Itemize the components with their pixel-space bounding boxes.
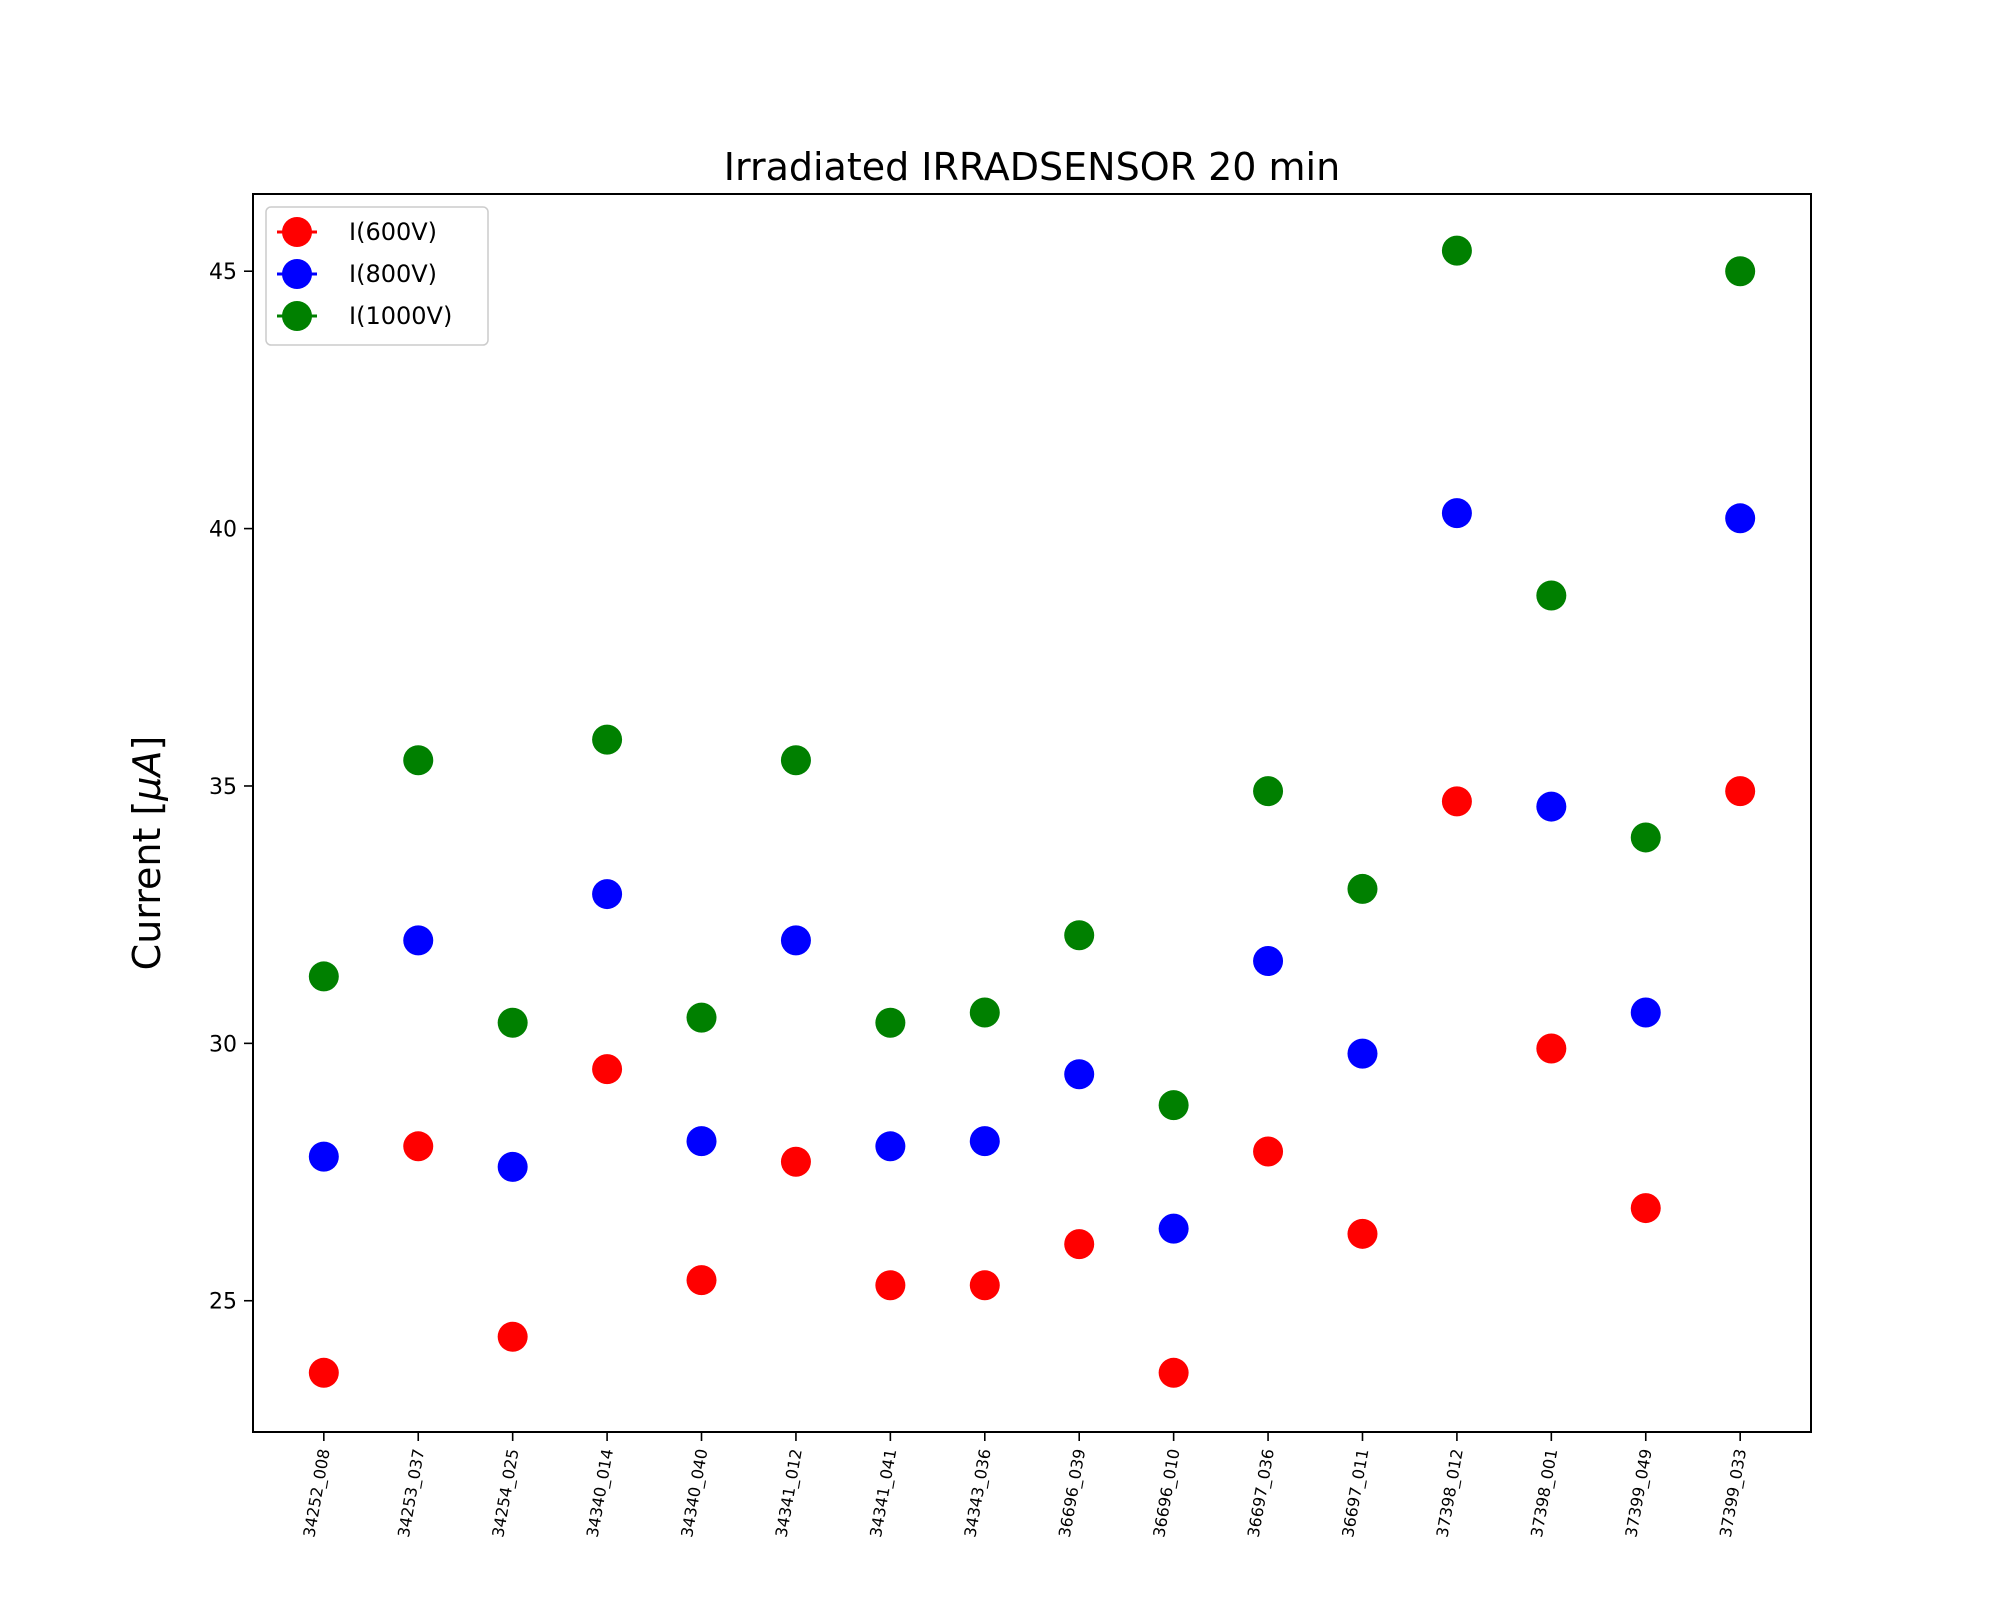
data-point bbox=[403, 925, 434, 956]
x-tick-label: 34252_008 bbox=[300, 1447, 335, 1539]
data-point bbox=[686, 1002, 717, 1033]
data-point bbox=[592, 879, 623, 910]
data-point bbox=[1347, 873, 1378, 904]
data-point bbox=[1158, 1357, 1189, 1388]
x-tick-label: 34341_041 bbox=[866, 1447, 901, 1539]
data-point bbox=[1441, 498, 1472, 529]
y-axis-ticks: 25 30 35 40 45 bbox=[209, 260, 253, 1315]
legend-box bbox=[265, 206, 489, 346]
data-point bbox=[875, 1007, 906, 1038]
y-tick-label: 45 bbox=[209, 260, 237, 285]
y-axis-label-unit: μA bbox=[125, 751, 169, 802]
data-point bbox=[969, 997, 1000, 1028]
data-point bbox=[1253, 945, 1284, 976]
x-tick-label: 34253_037 bbox=[394, 1447, 429, 1539]
data-point bbox=[780, 1146, 811, 1177]
data-point bbox=[497, 1007, 528, 1038]
data-point bbox=[1253, 776, 1284, 807]
data-point bbox=[497, 1151, 528, 1182]
data-point bbox=[1253, 1136, 1284, 1167]
data-point bbox=[497, 1321, 528, 1352]
x-tick-label: 34340_040 bbox=[677, 1447, 712, 1539]
y-tick-label: 35 bbox=[209, 775, 237, 800]
legend-marker bbox=[282, 259, 312, 289]
data-point bbox=[1158, 1090, 1189, 1121]
data-point bbox=[592, 1054, 623, 1085]
data-point bbox=[308, 1357, 339, 1388]
data-point bbox=[1441, 786, 1472, 817]
x-tick-label: 34343_036 bbox=[960, 1447, 995, 1539]
y-axis-label-prefix: Current [ bbox=[125, 801, 169, 971]
data-points-layer bbox=[308, 235, 1756, 1388]
y-axis-label-suffix: ] bbox=[125, 736, 169, 751]
data-point bbox=[1725, 256, 1756, 287]
plot-area-frame bbox=[252, 193, 1812, 1433]
legend-label: I(600V) bbox=[349, 218, 437, 246]
data-point bbox=[686, 1126, 717, 1157]
data-point bbox=[969, 1270, 1000, 1301]
data-point bbox=[1630, 822, 1661, 853]
x-tick-label: 37398_001 bbox=[1527, 1447, 1562, 1539]
series-group bbox=[308, 235, 1756, 1121]
x-tick-label: 36697_011 bbox=[1338, 1447, 1373, 1539]
x-tick-label: 37399_049 bbox=[1621, 1447, 1656, 1539]
data-point bbox=[403, 745, 434, 776]
data-point bbox=[1347, 1038, 1378, 1069]
data-point bbox=[780, 925, 811, 956]
x-tick-label: 37398_012 bbox=[1433, 1447, 1468, 1539]
data-point bbox=[1725, 503, 1756, 534]
data-point bbox=[308, 1141, 339, 1172]
data-point bbox=[1158, 1213, 1189, 1244]
data-point bbox=[403, 1131, 434, 1162]
data-point bbox=[686, 1265, 717, 1296]
x-tick-label: 36696_010 bbox=[1149, 1447, 1184, 1539]
data-point bbox=[592, 724, 623, 755]
data-point bbox=[1536, 791, 1567, 822]
y-tick-label: 25 bbox=[209, 1290, 237, 1315]
legend-marker bbox=[282, 301, 312, 331]
legend-label: I(1000V) bbox=[349, 302, 452, 330]
data-point bbox=[1064, 1229, 1095, 1260]
series-group bbox=[308, 498, 1756, 1244]
data-point bbox=[308, 961, 339, 992]
data-point bbox=[1630, 997, 1661, 1028]
x-tick-label: 36696_039 bbox=[1055, 1447, 1090, 1539]
data-point bbox=[1630, 1193, 1661, 1224]
y-tick-label: 30 bbox=[209, 1032, 237, 1057]
data-point bbox=[1536, 580, 1567, 611]
data-point bbox=[1536, 1033, 1567, 1064]
series-group bbox=[308, 776, 1756, 1388]
legend-marker bbox=[282, 217, 312, 247]
data-point bbox=[875, 1270, 906, 1301]
x-tick-label: 34340_014 bbox=[583, 1447, 618, 1539]
data-point bbox=[1441, 235, 1472, 266]
x-axis-ticks: 34252_008 34253_037 34254_025 34340_014 3434… bbox=[300, 1432, 1751, 1539]
data-point bbox=[780, 745, 811, 776]
data-point bbox=[1347, 1218, 1378, 1249]
legend-label: I(800V) bbox=[349, 260, 437, 288]
x-tick-label: 34254_025 bbox=[488, 1447, 523, 1539]
data-point bbox=[1725, 776, 1756, 807]
x-tick-label: 36697_036 bbox=[1244, 1447, 1279, 1539]
data-point bbox=[969, 1126, 1000, 1157]
x-tick-label: 34341_012 bbox=[772, 1447, 807, 1539]
chart-title: Irradiated IRRADSENSOR 20 min bbox=[724, 145, 1340, 189]
data-point bbox=[875, 1131, 906, 1162]
x-tick-label: 37399_033 bbox=[1716, 1447, 1751, 1539]
data-point bbox=[1064, 1059, 1095, 1090]
y-axis-label: Current [μA] bbox=[125, 736, 169, 971]
data-point bbox=[1064, 920, 1095, 951]
legend: I(600V) I(800V) I(1000V) bbox=[265, 206, 489, 346]
y-tick-label: 40 bbox=[209, 518, 237, 543]
